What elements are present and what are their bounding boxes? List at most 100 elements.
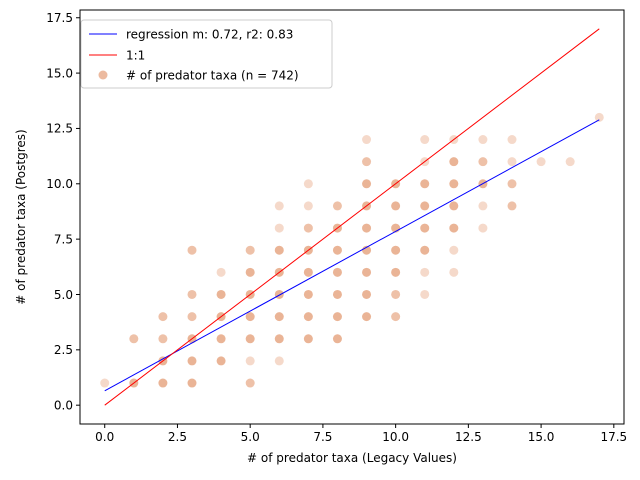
x-tick-label: 7.5 xyxy=(313,430,332,444)
scatter-point xyxy=(332,245,342,255)
scatter-point xyxy=(158,312,168,322)
scatter-point xyxy=(274,334,284,344)
scatter-point xyxy=(362,179,372,189)
scatter-point xyxy=(449,179,459,189)
scatter-point xyxy=(420,245,430,255)
scatter-point xyxy=(449,223,459,233)
scatter-point xyxy=(245,356,255,366)
y-tick-label: 15.0 xyxy=(46,66,73,80)
scatter-point xyxy=(478,135,488,145)
scatter-point xyxy=(158,378,168,388)
scatter-point xyxy=(507,157,517,167)
y-tick-label: 17.5 xyxy=(46,11,73,25)
scatter-point xyxy=(391,289,401,299)
regression-line xyxy=(104,119,600,392)
scatter-point xyxy=(362,312,372,322)
scatter-point xyxy=(362,223,372,233)
scatter-point xyxy=(187,245,197,255)
scatter-point xyxy=(420,135,430,145)
scatter-point xyxy=(216,334,226,344)
scatter-point xyxy=(391,312,401,322)
scatter-point xyxy=(303,223,313,233)
y-tick-label: 0.0 xyxy=(54,398,73,412)
scatter-point xyxy=(362,289,372,299)
y-tick-label: 7.5 xyxy=(54,232,73,246)
scatter-point xyxy=(478,201,488,211)
scatter-point xyxy=(187,378,197,388)
x-tick-label: 12.5 xyxy=(455,430,482,444)
legend-regression-label: regression m: 0.72, r2: 0.83 xyxy=(126,28,293,42)
scatter-point xyxy=(362,157,372,167)
scatter-point xyxy=(594,112,604,122)
scatter-point xyxy=(362,267,372,277)
scatter-point xyxy=(449,201,459,211)
scatter-point xyxy=(478,157,488,167)
x-tick-label: 10.0 xyxy=(382,430,409,444)
legend-scatter-label: # of predator taxa (n = 742) xyxy=(126,69,299,83)
scatter-point xyxy=(303,312,313,322)
x-tick-label: 5.0 xyxy=(241,430,260,444)
scatter-point xyxy=(332,312,342,322)
scatter-point xyxy=(187,312,197,322)
scatter-point xyxy=(449,157,459,167)
scatter-point xyxy=(536,157,546,167)
y-tick-label: 12.5 xyxy=(46,122,73,136)
plot-frame xyxy=(79,9,625,425)
y-tick-label: 5.0 xyxy=(54,288,73,302)
scatter-point xyxy=(129,334,139,344)
y-tick-label: 2.5 xyxy=(54,343,73,357)
scatter-point xyxy=(100,378,110,388)
x-axis-ticks: 0.0 2.5 5.0 7.5 10.0 12.5 15.0 17.5 xyxy=(95,424,627,444)
scatter-point xyxy=(420,223,430,233)
scatter-point xyxy=(216,356,226,366)
legend-box xyxy=(80,19,333,89)
scatter-point xyxy=(420,267,430,277)
scatter-point xyxy=(507,201,517,211)
x-tick-label: 2.5 xyxy=(168,430,187,444)
scatter-point xyxy=(274,223,284,233)
scatter-point xyxy=(274,356,284,366)
scatter-point xyxy=(274,201,284,211)
scatter-point xyxy=(245,312,255,322)
scatter-point xyxy=(245,378,255,388)
scatter-point xyxy=(391,245,401,255)
scatter-point xyxy=(245,334,255,344)
scatter-point xyxy=(274,289,284,299)
scatter-point xyxy=(332,201,342,211)
scatter-point xyxy=(507,179,517,189)
scatter-point xyxy=(158,334,168,344)
scatter-point xyxy=(303,334,313,344)
legend: regression m: 0.72, r2: 0.83 1:1 # of pr… xyxy=(80,19,333,89)
scatter-point xyxy=(332,267,342,277)
series-lines xyxy=(104,28,600,406)
scatter-point xyxy=(391,201,401,211)
scatter-point xyxy=(274,312,284,322)
scatter-point xyxy=(245,245,255,255)
scatter-point xyxy=(565,157,575,167)
y-axis-label: # of predator taxa (Postgres) xyxy=(14,129,28,304)
scatter-point xyxy=(187,356,197,366)
scatter-point xyxy=(420,179,430,189)
scatter-point xyxy=(187,289,197,299)
scatter-point xyxy=(245,267,255,277)
scatter-point xyxy=(449,245,459,255)
legend-identity-label: 1:1 xyxy=(126,49,145,63)
x-tick-label: 0.0 xyxy=(95,430,114,444)
scatter-point xyxy=(332,289,342,299)
scatter-point xyxy=(507,135,517,145)
scatter-point xyxy=(332,334,342,344)
identity-line xyxy=(104,28,600,406)
y-axis-ticks: 0.0 2.5 5.0 7.5 10.0 12.5 15.0 17.5 xyxy=(46,11,80,412)
scatter-point xyxy=(216,289,226,299)
scatter-point xyxy=(420,201,430,211)
scatter-points xyxy=(100,112,604,388)
scatter-point xyxy=(362,135,372,145)
legend-scatter-swatch xyxy=(98,70,108,80)
scatter-point xyxy=(274,245,284,255)
plot-area xyxy=(100,28,604,406)
scatter-point xyxy=(303,179,313,189)
x-tick-label: 15.0 xyxy=(528,430,555,444)
x-tick-label: 17.5 xyxy=(600,430,627,444)
scatter-point xyxy=(216,267,226,277)
